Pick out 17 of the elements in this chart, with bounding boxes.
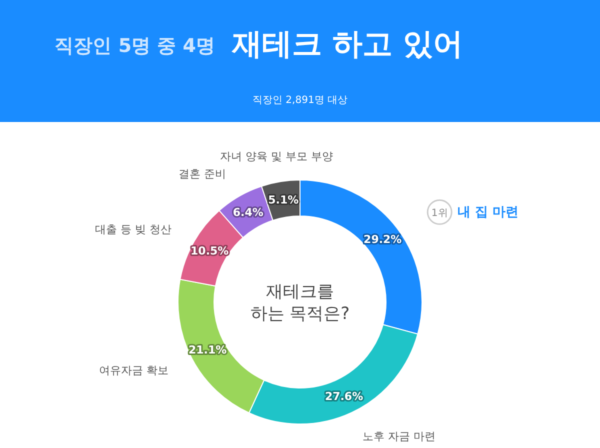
data-label: 10.5% bbox=[190, 244, 229, 258]
data-label: 29.2% bbox=[364, 232, 402, 246]
data-label: 6.4% bbox=[232, 206, 264, 219]
slice-label: 노후 자금 마련 bbox=[362, 430, 436, 444]
text: 직장인 2,891명 대상 bbox=[252, 95, 348, 106]
chart-title: 직장인 5명 중 4명 bbox=[54, 35, 215, 57]
slice-label: 여유자금 확보 bbox=[98, 364, 168, 377]
slice-label: 결혼 준비 bbox=[178, 168, 226, 181]
data-label: 21.1% bbox=[188, 344, 227, 357]
text: 1위 bbox=[431, 208, 448, 220]
chart-subtitle: 재테크 하고 있어 bbox=[231, 27, 463, 62]
slice-label: 자녀 양육 및 부모 부양 bbox=[220, 150, 333, 163]
data-label: 5.1% bbox=[268, 193, 299, 206]
slice-label: 대출 등 빚 청산 bbox=[94, 222, 172, 236]
slice-label: 내 집 마련 bbox=[458, 205, 519, 220]
text: 재테크를 하는 목적은? bbox=[250, 282, 350, 324]
data-label: 27.6% bbox=[324, 390, 364, 404]
